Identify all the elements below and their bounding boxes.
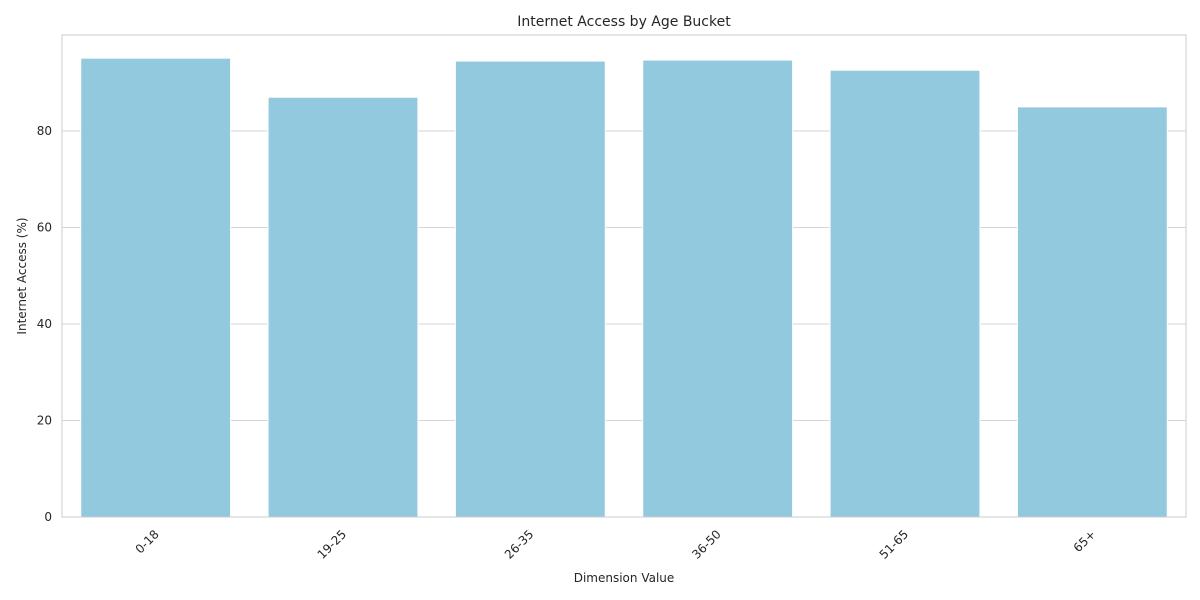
y-axis-ticks: 0 20 40 60 80 [37,124,52,524]
y-tick-label: 60 [37,221,52,235]
x-axis-label: Dimension Value [574,571,675,585]
bar-0-18 [80,57,232,518]
y-tick-label: 0 [44,510,52,524]
y-tick-label: 20 [37,414,52,428]
bar-51-65 [829,69,981,518]
bar-36-50 [642,59,794,518]
bar-series [80,57,1168,518]
bar-19-25 [267,96,419,518]
y-tick-label: 80 [37,124,52,138]
y-axis-label: Internet Access (%) [15,217,29,334]
plot-frame [61,34,1187,518]
chart-title: Internet Access by Age Bucket [517,14,731,30]
bar-65+ [1016,106,1168,518]
bar-26-35 [454,60,606,518]
y-tick-label: 40 [37,317,52,331]
